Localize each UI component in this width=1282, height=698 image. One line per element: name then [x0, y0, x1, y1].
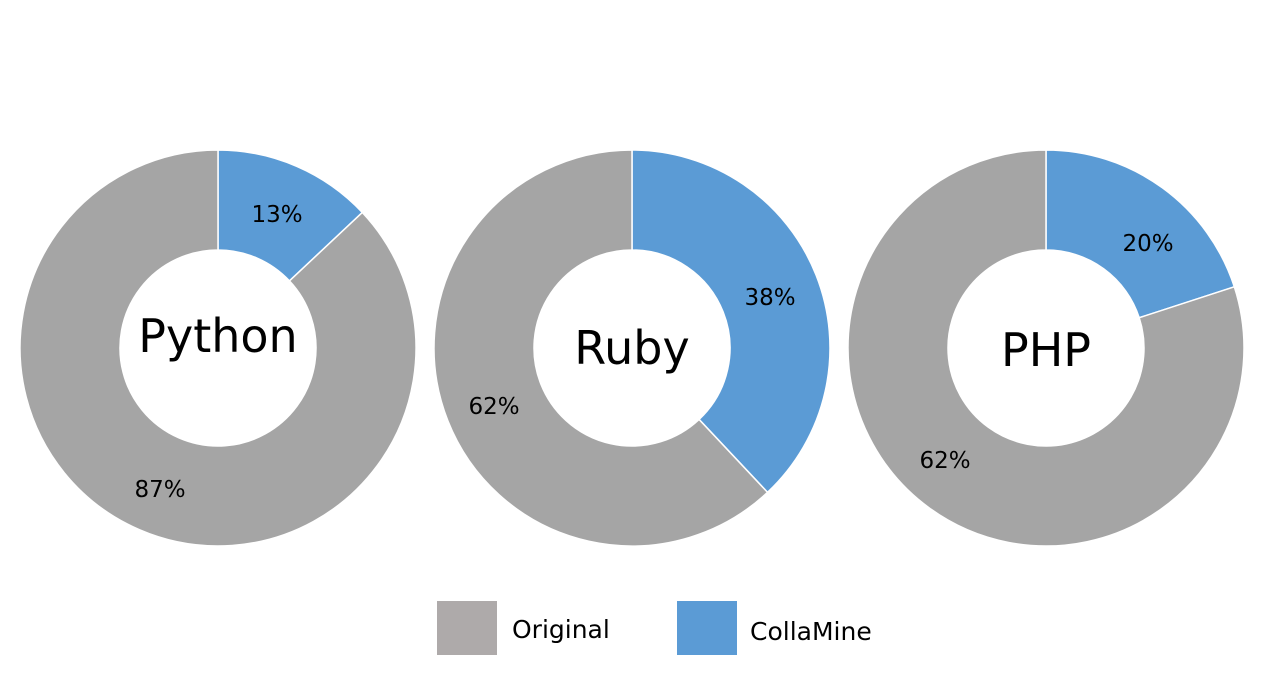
donut-1-center-label: Ruby	[574, 321, 689, 375]
donut-2-center-label: PHP	[1001, 323, 1091, 377]
legend: Original CollaMine	[437, 601, 872, 655]
donut-1-label-original: 62%	[468, 394, 519, 420]
legend-label-collamine: CollaMine	[750, 617, 872, 646]
donut-1-slice-collamine	[631, 149, 831, 494]
donut-group: 13% 87% Python 38% 62% Ruby 20% 62% PHP	[19, 149, 1245, 547]
donut-2-slice-original	[847, 149, 1245, 547]
donut-0-center-label: Python	[138, 309, 297, 363]
donut-0-label-collamine: 13%	[251, 202, 302, 228]
donut-0-label-original: 87%	[134, 477, 185, 503]
donut-0-slice-original	[19, 149, 417, 547]
legend-swatch-original	[437, 601, 497, 655]
donut-2-slice-collamine	[1045, 149, 1236, 319]
legend-swatch-collamine	[677, 601, 737, 655]
donut-1-slice-original	[433, 149, 769, 547]
legend-label-original: Original	[512, 615, 610, 644]
donut-2-label-original: 62%	[919, 448, 970, 474]
donut-2-label-collamine: 20%	[1122, 231, 1173, 257]
donut-1-label-collamine: 38%	[744, 285, 795, 311]
